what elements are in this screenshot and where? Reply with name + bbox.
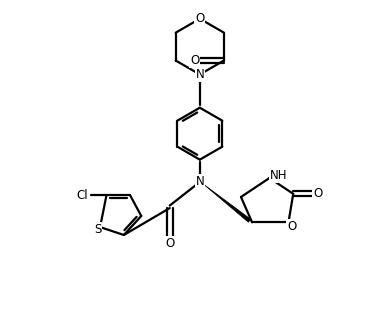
Text: NH: NH: [270, 169, 287, 182]
Text: O: O: [195, 12, 205, 25]
Text: O: O: [313, 187, 322, 200]
Text: O: O: [165, 237, 174, 250]
Text: N: N: [195, 175, 204, 188]
Polygon shape: [204, 184, 251, 222]
Text: O: O: [287, 220, 296, 233]
Text: S: S: [94, 223, 101, 236]
Text: O: O: [190, 54, 199, 67]
Text: Cl: Cl: [76, 189, 88, 202]
Text: N: N: [195, 68, 204, 81]
